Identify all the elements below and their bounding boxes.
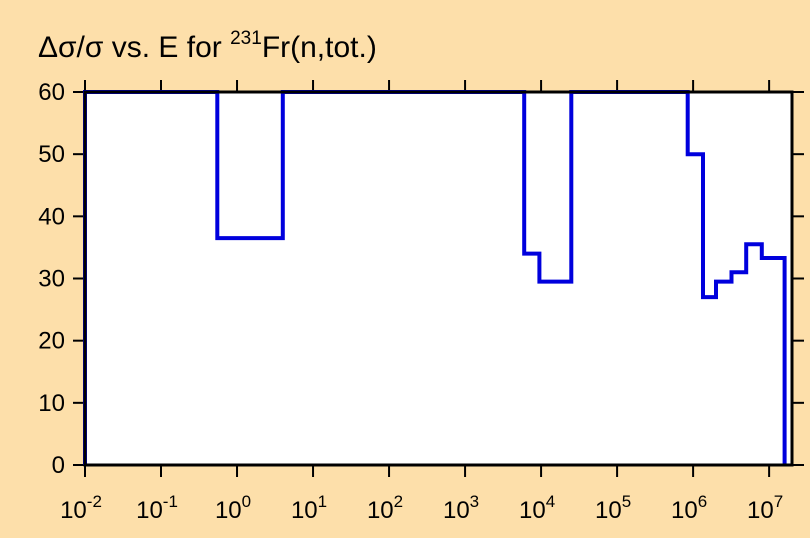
x-tick-label: 10-1 xyxy=(136,492,178,524)
x-tick-label: 102 xyxy=(367,492,403,524)
x-tick-label: 103 xyxy=(443,492,479,524)
y-tick-label: 60 xyxy=(38,79,65,106)
y-tick-label: 40 xyxy=(38,203,65,230)
chart-title: Δσ/σ vs. E for 231Fr(n,tot.) xyxy=(38,28,377,64)
title-suffix: Fr(n,tot.) xyxy=(262,31,377,64)
y-tick-label: 50 xyxy=(38,141,65,168)
x-tick-label: 106 xyxy=(671,492,707,524)
series-line xyxy=(83,90,787,465)
x-tick-label: 100 xyxy=(215,492,251,524)
x-tick-label: 101 xyxy=(291,492,327,524)
y-tick-label: 20 xyxy=(38,328,65,355)
plot-frame xyxy=(83,90,794,467)
x-tick-label: 104 xyxy=(519,492,555,524)
x-tick-label: 107 xyxy=(747,492,783,524)
plot-area xyxy=(85,92,792,465)
x-tick-labels: 10-2 10-1 100 101 102 103 104 105 106 107 xyxy=(60,492,783,524)
x-tick-label: 105 xyxy=(595,492,631,524)
y-tick-label: 10 xyxy=(38,390,65,417)
y-tick-label: 30 xyxy=(38,266,65,293)
y-tick-label: 0 xyxy=(52,452,65,479)
title-superscript: 231 xyxy=(230,28,262,49)
title-prefix: Δσ/σ vs. E for xyxy=(38,31,230,64)
x-tick-label: 10-2 xyxy=(60,492,102,524)
y-tick-labels: 0 10 20 30 40 50 60 xyxy=(38,79,65,479)
